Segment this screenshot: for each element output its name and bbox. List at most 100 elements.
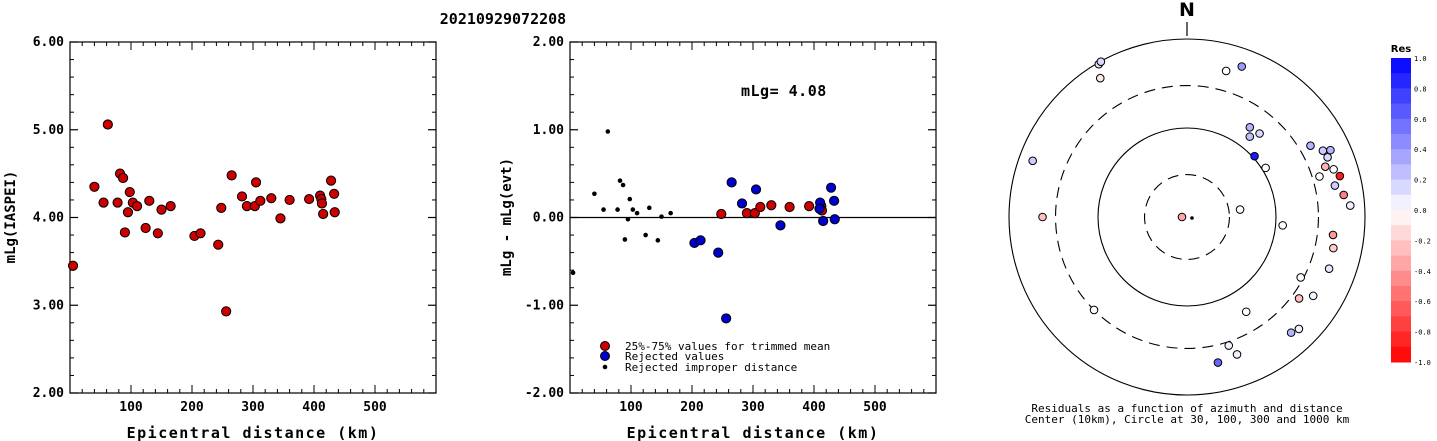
data-point	[102, 119, 113, 130]
x-tick-label: 300	[741, 400, 765, 415]
data-point	[655, 238, 661, 243]
station-point	[1038, 212, 1047, 222]
residual-colorbar: Res 1.0 0.8 0.6 0.4 0.2 0.0 -0.2 -0.4 -0.6 -0.8 -1…	[1391, 44, 1431, 367]
data-point	[124, 186, 135, 198]
residual-polar-plot: N Residuals as a function of azimuth and…	[1008, 0, 1366, 426]
distance-rings	[1008, 38, 1366, 396]
station-point	[1318, 146, 1328, 156]
colorbar-cell	[1391, 346, 1411, 363]
colorbar-cell	[1391, 134, 1411, 150]
data-point	[236, 191, 248, 202]
colorbar-tick-label: 0.6	[1414, 116, 1427, 124]
colorbar-cell	[1391, 331, 1411, 348]
colorbar-labels: 1.0 0.8 0.6 0.4 0.2 0.0 -0.2 -0.4 -0.6 -0.8 -1.0	[1414, 55, 1431, 367]
station-point	[1324, 264, 1334, 274]
legend-label-improper: Rejected improper distance	[625, 361, 797, 374]
data-point	[329, 207, 340, 218]
y-tick-label: 2.00	[33, 386, 64, 401]
data-point	[165, 200, 176, 212]
colorbar-cell	[1391, 179, 1411, 196]
station-point	[1306, 141, 1315, 151]
colorbar-tick-label: 1.0	[1414, 55, 1427, 63]
legend-marker-trimmed	[600, 341, 610, 351]
data-point	[98, 197, 109, 208]
colorbar-cell	[1391, 286, 1411, 302]
data-point	[630, 207, 636, 212]
data-point	[195, 228, 206, 239]
colorbar-tick-label: 0.2	[1414, 177, 1427, 185]
station-point	[1028, 156, 1037, 166]
x-tick-label: 100	[619, 400, 643, 415]
data-point	[570, 270, 576, 276]
colorbar-cell	[1391, 149, 1411, 165]
data-point	[643, 232, 648, 238]
colorbar-cells	[1391, 58, 1411, 363]
legend-label-rejected: Rejected values	[625, 350, 724, 363]
x-tick-label: 400	[802, 400, 826, 415]
data-point	[829, 214, 840, 225]
y-tick-label: 6.00	[33, 35, 64, 50]
data-points	[67, 119, 340, 317]
data-point	[216, 202, 227, 213]
colorbar-cell	[1391, 164, 1411, 181]
x-tick-label: 200	[180, 400, 204, 415]
data-point	[112, 197, 123, 208]
distance-ring-1000km	[1008, 38, 1366, 396]
data-point	[784, 201, 795, 213]
legend: 25%-75% values for trimmed mean Rejected…	[600, 340, 830, 374]
data-points	[570, 129, 840, 324]
station-point	[1221, 66, 1231, 76]
station-point	[1335, 171, 1345, 181]
data-point	[304, 193, 315, 205]
data-point	[67, 260, 79, 271]
y-tick-label: -1.00	[525, 298, 564, 313]
data-point	[318, 208, 329, 220]
data-point	[316, 198, 328, 209]
y-tick-label: 4.00	[33, 211, 64, 226]
y-axis-label: mLg(IASPEI)	[3, 171, 19, 264]
colorbar-tick-label: -1.0	[1414, 359, 1431, 367]
data-point	[152, 228, 163, 239]
colorbar-cell	[1391, 225, 1411, 241]
station-point	[1224, 341, 1234, 350]
colorbar-tick-label: 0.4	[1414, 146, 1427, 154]
data-point	[275, 213, 286, 224]
y-tick-label: 0.00	[533, 211, 564, 226]
x-tick-label: 400	[302, 400, 326, 415]
y-axis-ticks: 2.00 3.00 4.00 5.00 6.00	[33, 35, 436, 401]
data-point	[736, 198, 748, 209]
y-tick-label: 5.00	[33, 123, 64, 138]
station-point	[1232, 350, 1242, 359]
colorbar-cell	[1391, 255, 1411, 272]
data-point	[592, 191, 597, 197]
colorbar-cell	[1391, 73, 1411, 89]
colorbar-cell	[1391, 270, 1411, 287]
data-point	[668, 210, 673, 216]
data-point	[615, 207, 620, 212]
station-point	[1315, 172, 1324, 181]
x-axis-label: Epicentral distance (km)	[127, 424, 380, 441]
data-point	[89, 181, 100, 192]
station-point	[1308, 291, 1318, 301]
station-point	[1320, 162, 1330, 171]
distance-ring-30km	[1143, 173, 1231, 261]
station-point	[1245, 132, 1255, 141]
data-point	[750, 184, 762, 195]
station-point	[1237, 62, 1247, 71]
data-point	[144, 195, 155, 206]
colorbar-cell	[1391, 58, 1411, 74]
y-tick-label: 2.00	[533, 35, 564, 50]
station-point	[1286, 328, 1296, 337]
colorbar-tick-label: -0.2	[1414, 237, 1431, 245]
y-tick-label: -2.00	[525, 386, 564, 401]
station-point	[1328, 230, 1338, 240]
data-point	[213, 239, 224, 250]
data-point	[755, 201, 766, 213]
x-axis-ticks: 100 200 300 400 500	[569, 42, 937, 415]
station-point	[1250, 151, 1259, 161]
plot-frame	[69, 41, 437, 394]
colorbar-cell	[1391, 210, 1411, 226]
legend-label-trimmed: 25%-75% values for trimmed mean	[625, 340, 830, 353]
x-axis-label: Epicentral distance (km)	[627, 424, 880, 441]
station-point	[1330, 181, 1340, 190]
